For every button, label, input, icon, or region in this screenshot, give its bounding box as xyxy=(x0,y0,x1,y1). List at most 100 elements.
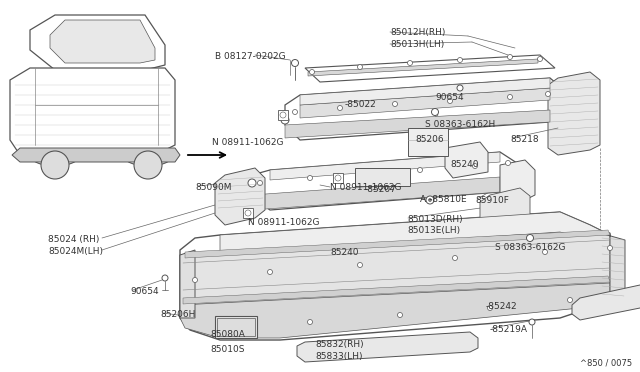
Circle shape xyxy=(472,164,477,169)
Circle shape xyxy=(248,179,256,187)
Polygon shape xyxy=(305,55,555,82)
Circle shape xyxy=(268,269,273,275)
Polygon shape xyxy=(548,72,600,155)
Text: -85242: -85242 xyxy=(486,302,518,311)
Text: B 08127-0202G: B 08127-0202G xyxy=(215,52,285,61)
Circle shape xyxy=(607,246,612,250)
Text: 85024M(LH): 85024M(LH) xyxy=(48,247,103,256)
Circle shape xyxy=(457,85,463,91)
Text: -85022: -85022 xyxy=(345,100,377,109)
Circle shape xyxy=(538,57,543,61)
Text: 90654: 90654 xyxy=(435,93,463,102)
Text: N 08911-1062G: N 08911-1062G xyxy=(330,183,401,192)
Polygon shape xyxy=(285,78,570,140)
Circle shape xyxy=(527,234,534,241)
Circle shape xyxy=(568,298,573,302)
Circle shape xyxy=(335,175,341,181)
Polygon shape xyxy=(600,233,625,305)
Text: N 08911-1062G: N 08911-1062G xyxy=(212,138,284,147)
Bar xyxy=(215,316,257,338)
Circle shape xyxy=(452,256,458,260)
Polygon shape xyxy=(220,212,610,255)
Polygon shape xyxy=(215,168,265,225)
Text: -85219A: -85219A xyxy=(490,325,528,334)
Circle shape xyxy=(227,327,232,333)
Text: S 08363-6162G: S 08363-6162G xyxy=(495,243,566,252)
Circle shape xyxy=(193,278,198,282)
Circle shape xyxy=(508,55,513,60)
Text: 85080A: 85080A xyxy=(210,330,245,339)
Circle shape xyxy=(408,61,413,65)
Bar xyxy=(217,318,255,336)
Text: 85013D(RH): 85013D(RH) xyxy=(407,215,463,224)
Polygon shape xyxy=(445,142,488,178)
Circle shape xyxy=(307,320,312,324)
Circle shape xyxy=(543,250,547,254)
Circle shape xyxy=(307,176,312,180)
Circle shape xyxy=(488,305,493,311)
Circle shape xyxy=(337,106,342,110)
Circle shape xyxy=(358,64,362,70)
Polygon shape xyxy=(300,78,550,105)
Text: 85010S: 85010S xyxy=(210,345,244,354)
Circle shape xyxy=(529,319,535,325)
Circle shape xyxy=(431,109,438,115)
Text: ^850 / 0075: ^850 / 0075 xyxy=(580,358,632,367)
Polygon shape xyxy=(185,230,610,258)
Circle shape xyxy=(429,199,431,202)
Bar xyxy=(408,128,448,156)
Circle shape xyxy=(367,171,372,176)
Circle shape xyxy=(257,180,262,186)
Polygon shape xyxy=(252,177,500,210)
Text: 85012H(RH): 85012H(RH) xyxy=(390,28,445,37)
Polygon shape xyxy=(308,59,538,76)
Text: 85206H: 85206H xyxy=(160,310,195,319)
Polygon shape xyxy=(500,160,535,205)
Circle shape xyxy=(458,58,463,62)
Text: 90654: 90654 xyxy=(130,287,159,296)
Text: S 08363-6162H: S 08363-6162H xyxy=(425,120,495,129)
Text: -85207: -85207 xyxy=(365,185,397,194)
Polygon shape xyxy=(180,250,195,318)
Circle shape xyxy=(245,210,251,216)
Polygon shape xyxy=(10,68,175,155)
Circle shape xyxy=(426,196,434,204)
Circle shape xyxy=(392,102,397,106)
Polygon shape xyxy=(252,152,520,210)
Text: 85013H(LH): 85013H(LH) xyxy=(390,40,444,49)
Polygon shape xyxy=(180,233,610,305)
Circle shape xyxy=(292,109,298,115)
Text: 85833(LH): 85833(LH) xyxy=(315,352,362,361)
Polygon shape xyxy=(30,15,165,70)
Circle shape xyxy=(506,160,511,166)
Circle shape xyxy=(417,167,422,173)
Bar xyxy=(355,168,410,186)
Polygon shape xyxy=(183,276,610,304)
Circle shape xyxy=(162,275,168,281)
Polygon shape xyxy=(480,188,530,225)
Text: 85832(RH): 85832(RH) xyxy=(315,340,364,349)
Circle shape xyxy=(545,92,550,96)
Text: 85090M: 85090M xyxy=(195,183,232,192)
Circle shape xyxy=(134,151,162,179)
Text: 85013E(LH): 85013E(LH) xyxy=(407,226,460,235)
Polygon shape xyxy=(180,283,610,338)
Polygon shape xyxy=(285,110,550,138)
Polygon shape xyxy=(50,20,155,63)
Text: A -85810E: A -85810E xyxy=(420,195,467,204)
Bar xyxy=(243,208,253,218)
Circle shape xyxy=(281,116,289,124)
Circle shape xyxy=(358,263,362,267)
Circle shape xyxy=(291,60,298,67)
Text: 85910F: 85910F xyxy=(475,196,509,205)
Text: 85240: 85240 xyxy=(330,248,358,257)
Bar xyxy=(278,110,288,120)
Circle shape xyxy=(447,99,452,103)
Circle shape xyxy=(280,112,286,118)
Circle shape xyxy=(508,94,513,99)
Text: 85218: 85218 xyxy=(510,135,539,144)
Circle shape xyxy=(397,312,403,317)
Polygon shape xyxy=(300,88,550,118)
Polygon shape xyxy=(270,152,500,180)
Polygon shape xyxy=(297,332,478,362)
